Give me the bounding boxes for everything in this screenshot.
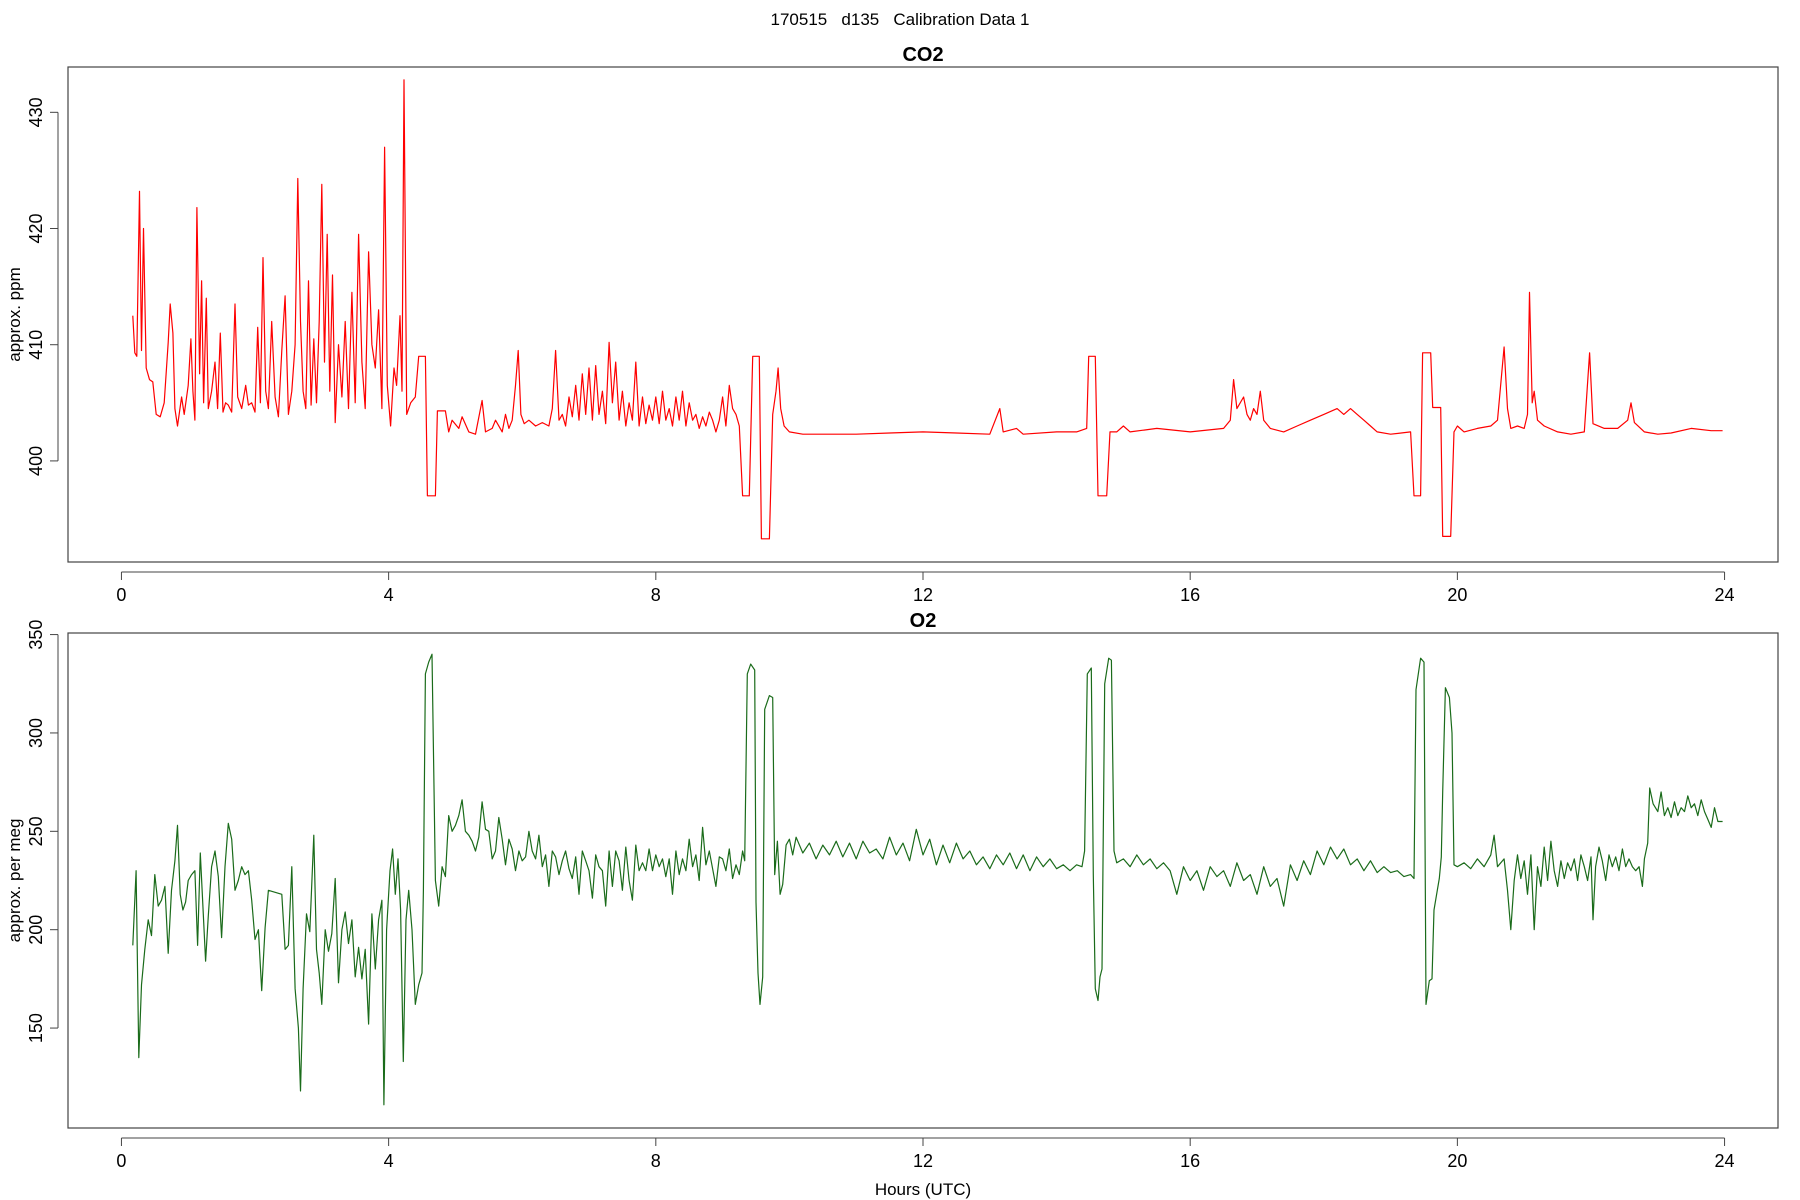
o2-x-tick-label: 12 bbox=[913, 1151, 933, 1171]
co2-y-tick-label: 400 bbox=[26, 446, 46, 476]
co2-plot-frame bbox=[67, 66, 1779, 563]
o2-x-axis-label: Hours (UTC) bbox=[875, 1180, 971, 1199]
co2-x-tick-label: 20 bbox=[1447, 585, 1467, 605]
o2-panel: O2 0 4 8 12 16 20 24 150 200 250 300 350 approx. per … bbox=[5, 610, 1779, 1199]
o2-x-tick-label: 24 bbox=[1715, 1151, 1735, 1171]
o2-y-axis-label: approx. per meg bbox=[5, 819, 24, 943]
o2-title: O2 bbox=[910, 610, 937, 632]
o2-y-tick-label: 300 bbox=[26, 718, 46, 748]
co2-x-tick-label: 16 bbox=[1180, 585, 1200, 605]
co2-x-tick-label: 8 bbox=[651, 585, 661, 605]
co2-title: CO2 bbox=[902, 44, 943, 66]
o2-y-tick-label: 350 bbox=[26, 620, 46, 650]
o2-plot-frame bbox=[67, 632, 1779, 1129]
o2-series-line bbox=[132, 653, 1723, 1106]
page-title: 170515 d135 Calibration Data 1 bbox=[770, 10, 1030, 29]
o2-y-tick-label: 200 bbox=[26, 915, 46, 945]
o2-x-tick-label: 16 bbox=[1180, 1151, 1200, 1171]
co2-panel: CO2 0 4 8 12 16 20 24 400 410 420 430 approx. ppm bbox=[5, 44, 1779, 605]
co2-x-tick-label: 24 bbox=[1715, 585, 1735, 605]
co2-y-axis-label: approx. ppm bbox=[5, 267, 24, 362]
o2-y-tick-label: 250 bbox=[26, 816, 46, 846]
co2-y-tick-label: 430 bbox=[26, 97, 46, 127]
co2-x-tick-label: 4 bbox=[384, 585, 394, 605]
o2-x-tick-label: 4 bbox=[384, 1151, 394, 1171]
o2-x-tick-label: 20 bbox=[1447, 1151, 1467, 1171]
co2-x-tick-label: 12 bbox=[913, 585, 933, 605]
co2-series-line bbox=[132, 79, 1723, 540]
co2-y-tick-label: 420 bbox=[26, 213, 46, 243]
o2-x-tick-label: 0 bbox=[116, 1151, 126, 1171]
o2-x-tick-label: 8 bbox=[651, 1151, 661, 1171]
co2-x-tick-label: 0 bbox=[116, 585, 126, 605]
o2-y-tick-label: 150 bbox=[26, 1013, 46, 1043]
co2-y-tick-label: 410 bbox=[26, 330, 46, 360]
